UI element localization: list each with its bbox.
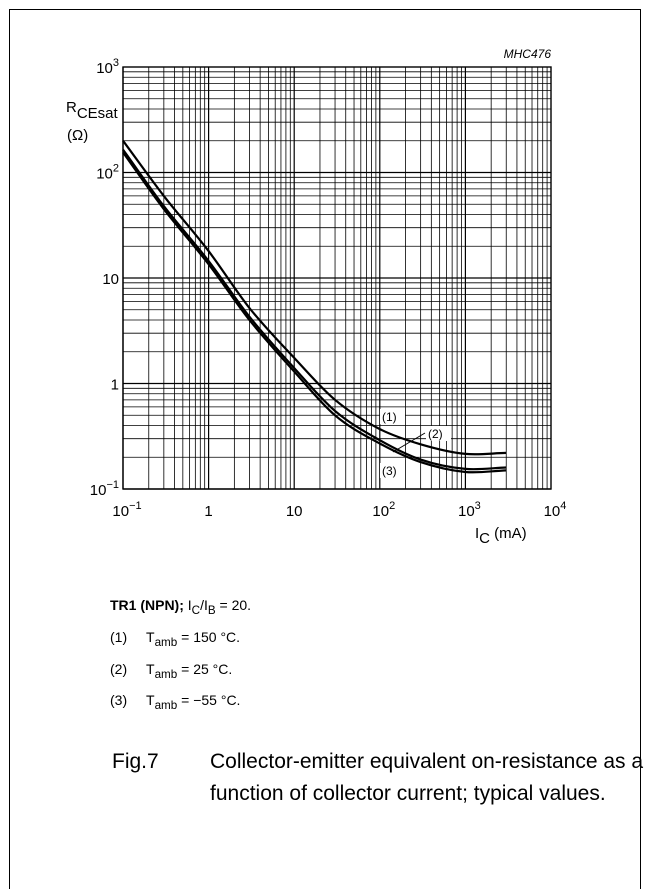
figure-caption-text: Collector-emitter equivalent on-resistan…	[210, 750, 644, 805]
notes-title-ib-sub: B	[207, 603, 216, 617]
curve-label-background	[380, 409, 405, 424]
curve-label-1: (1)	[382, 410, 397, 424]
note-symbol-sub: amb	[154, 635, 178, 649]
series-line-1	[122, 140, 507, 456]
notes-title-ic: I	[183, 597, 192, 613]
series-line-3	[122, 151, 507, 474]
curve-label-2: (2)	[428, 427, 443, 441]
figure-frame	[9, 9, 641, 889]
note-symbol: T	[146, 692, 155, 709]
note-symbol-sub: amb	[154, 699, 178, 713]
x-tick-label: 10	[286, 503, 303, 520]
curve-label-3: (3)	[382, 464, 397, 478]
note-symbol: T	[146, 660, 155, 677]
note-symbol-sub: amb	[154, 667, 178, 681]
x-tick-label: 103	[458, 500, 481, 520]
series-line-2	[122, 148, 507, 471]
chart-notes: TR1 (NPN); IC/IB = 20. (1) Tamb = 150 °C.…	[110, 592, 251, 719]
x-tick-label: 102	[372, 500, 395, 520]
y-axis-label: RCEsat	[66, 99, 119, 122]
figure-code: MHC476	[504, 47, 552, 61]
note-number: (2)	[110, 660, 128, 677]
notes-title: TR1 (NPN); IC/IB = 20.	[110, 592, 251, 624]
y-tick-label: 1	[111, 377, 119, 394]
y-tick-label: 10−1	[90, 479, 119, 499]
chart: (1) (2) (3) MHC476 10−1 1 10 102 103 104 10−1 1 10 10…	[66, 47, 567, 547]
note-item-3: (3) Tamb = −55 °C.	[110, 687, 251, 719]
x-tick-label: 104	[544, 500, 567, 520]
x-tick-label: 10−1	[112, 500, 141, 520]
y-tick-label: 10	[102, 271, 119, 288]
y-tick-label: 103	[96, 57, 119, 77]
notes-title-bold: TR1 (NPN);	[110, 597, 184, 613]
note-number: (1)	[110, 628, 128, 645]
note-item-2: (2) Tamb = 25 °C.	[110, 656, 251, 688]
y-axis-unit: (Ω)	[67, 127, 88, 144]
note-value: = 25 °C.	[177, 660, 233, 677]
note-item-1: (1) Tamb = 150 °C.	[110, 624, 251, 656]
note-number: (3)	[110, 692, 128, 709]
note-value: = 150 °C.	[177, 628, 241, 645]
curve-label-background	[426, 426, 451, 441]
note-symbol: T	[146, 628, 155, 645]
curve-label-leader	[392, 432, 426, 453]
figure-number: Fig.7	[112, 750, 159, 773]
y-tick-label: 102	[96, 163, 119, 183]
notes-title-ib: /I	[200, 597, 208, 613]
notes-title-ratio: = 20.	[215, 597, 252, 613]
x-tick-label: 1	[204, 503, 212, 520]
x-axis-label: IC (mA)	[475, 525, 527, 547]
plot-border	[122, 66, 552, 490]
note-value: = −55 °C.	[177, 692, 241, 709]
curve-label-background	[380, 463, 405, 478]
notes-title-ic-sub: C	[191, 603, 201, 617]
